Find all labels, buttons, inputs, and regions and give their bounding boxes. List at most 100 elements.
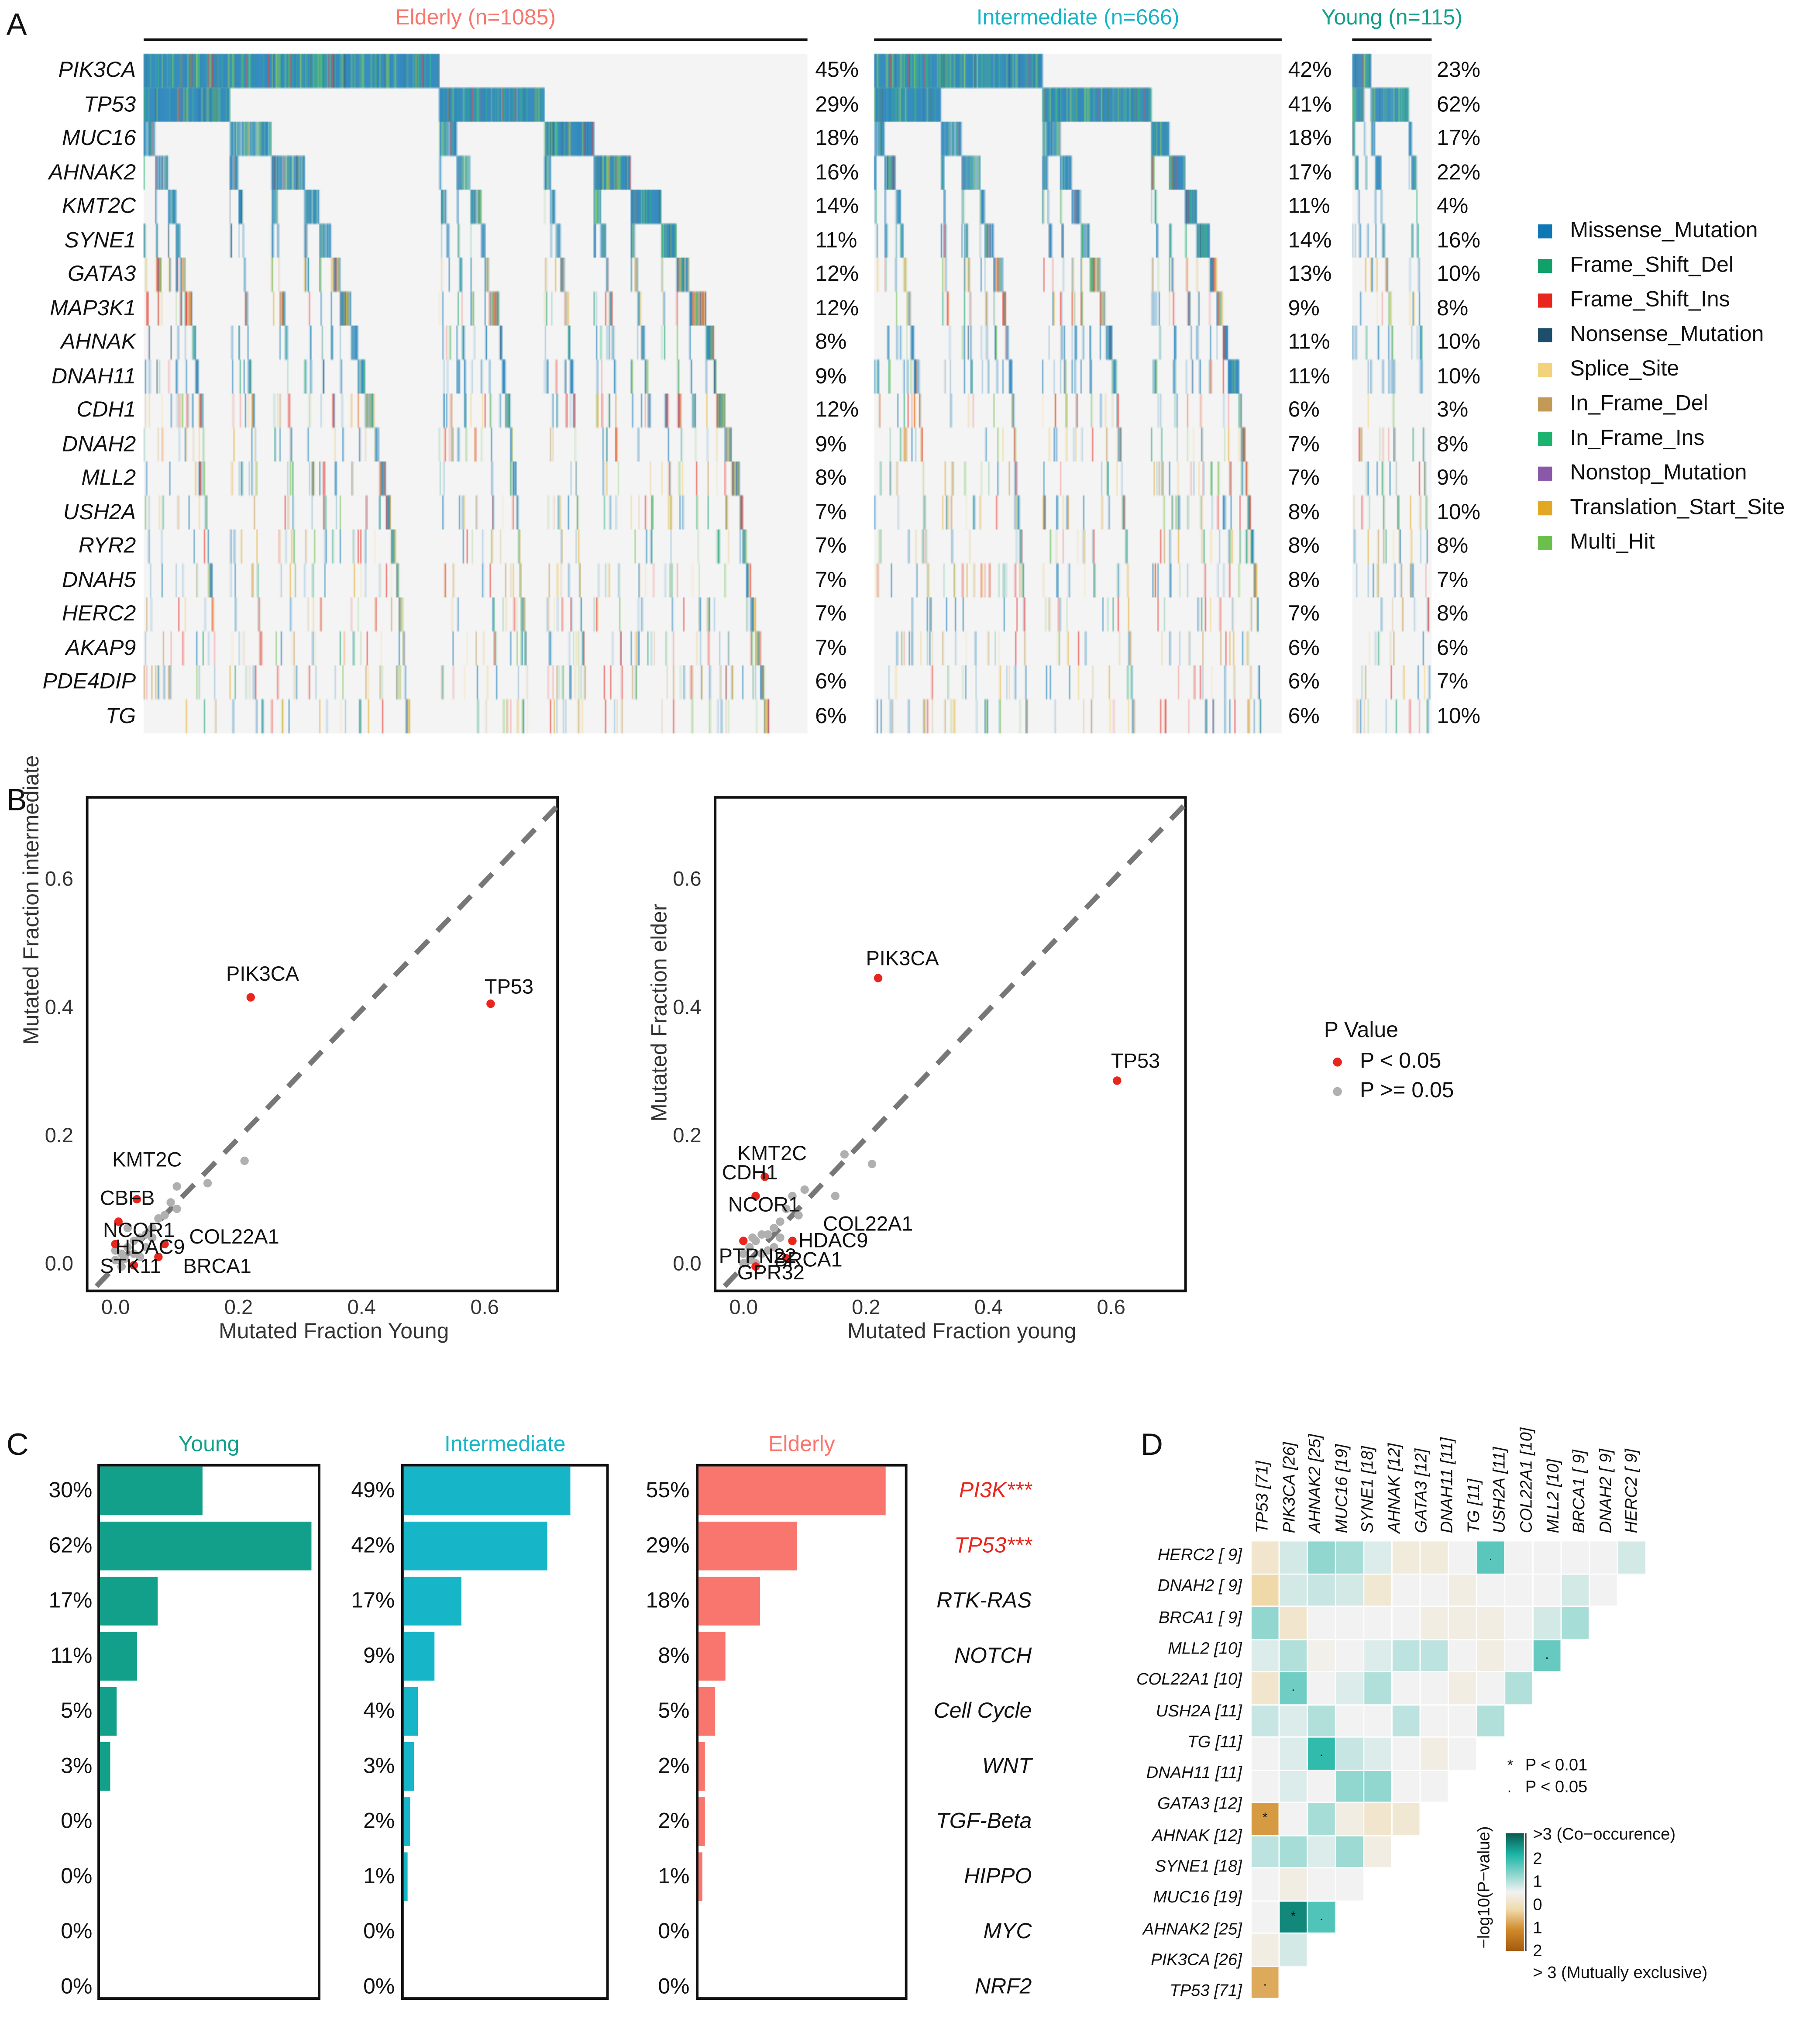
legend-item: Nonsense_Mutation: [1538, 322, 1764, 348]
mutation-percent: 16%: [1437, 227, 1481, 252]
point-nonsignificant: [776, 1217, 784, 1226]
gene-annotation: HDAC9: [115, 1236, 185, 1258]
colorbar-label: 2: [1533, 1940, 1542, 1960]
point-nonsignificant: [142, 1243, 151, 1252]
mutation-percent: 6%: [815, 669, 847, 694]
heatmap-cell: [1307, 1540, 1336, 1574]
bar-percent-label: 0%: [658, 1974, 690, 1999]
gene-annotation: COL22A1: [823, 1214, 913, 1236]
heatmap-cell: [1617, 1540, 1646, 1574]
scatter-frame: [86, 796, 559, 1292]
bar-intermediate: [403, 1521, 547, 1571]
point-nonsignificant: [776, 1233, 784, 1242]
bar-percent-label: 0%: [61, 1864, 93, 1888]
heatmap-cell: [1307, 1671, 1336, 1705]
heatmap-cell: [1476, 1704, 1505, 1737]
gene-annotation: NCOR1: [103, 1220, 175, 1242]
bar-percent-label: 1%: [658, 1864, 690, 1888]
mutation-percent: 12%: [815, 295, 859, 320]
row-label: AHNAK2 [25]: [1142, 1918, 1242, 1938]
heatmap-cell: [1279, 1737, 1307, 1770]
row-label: SYNE1 [18]: [1155, 1856, 1242, 1876]
bar-percent-label: 62%: [48, 1533, 93, 1558]
heatmap-cell: [1420, 1639, 1448, 1672]
x-tick-label: 0.4: [347, 1297, 376, 1320]
legend-item: Nonstop_Mutation: [1538, 460, 1747, 486]
mutation-percent: 7%: [815, 601, 847, 626]
group-header: Intermediate (n=666): [976, 5, 1180, 30]
column-label: PIK3CA [26]: [1278, 1442, 1298, 1533]
point-nonsignificant: [831, 1192, 840, 1200]
bar-percent-label: 0%: [363, 1919, 395, 1943]
legend-label: In_Frame_Ins: [1570, 425, 1705, 450]
heatmap-cell: [1448, 1540, 1477, 1574]
bar-percent-label: 8%: [658, 1643, 690, 1668]
legend-swatch: [1538, 293, 1552, 307]
point-nonsignificant: [123, 1243, 132, 1252]
heatmap-cell: .: [1307, 1737, 1336, 1770]
point-significant-kmt2c: [760, 1172, 769, 1181]
heatmap-cell: [1448, 1671, 1477, 1705]
heatmap-cell: [1363, 1770, 1392, 1802]
bar-panel-title: Elderly: [768, 1432, 835, 1457]
gene-annotation: PIK3CA: [866, 948, 939, 970]
point-significant-stk11: [129, 1261, 138, 1270]
bar-percent-label: 0%: [658, 1919, 690, 1943]
row-label: COL22A1 [10]: [1136, 1669, 1242, 1689]
legend-label: Frame_Shift_Ins: [1570, 287, 1730, 312]
gene-annotation: BRCA1: [183, 1255, 251, 1278]
mutation-percent: 8%: [1288, 567, 1320, 592]
heatmap-cell: [1392, 1639, 1420, 1672]
mutation-percent: 42%: [1288, 58, 1332, 82]
heatmap-cell: [1279, 1606, 1307, 1639]
point-significant-cdh1: [751, 1192, 760, 1200]
bar-percent-label: 29%: [646, 1533, 690, 1558]
x-tick-label: 0.6: [470, 1297, 499, 1320]
column-label: DNAH2 [ 9]: [1595, 1449, 1615, 1533]
point-significant-tp53: [486, 999, 495, 1008]
bar-young: [100, 1687, 117, 1736]
heatmap-cell: [1279, 1835, 1307, 1868]
point-nonsignificant: [782, 1204, 791, 1213]
bar-panel-frame: [696, 1464, 908, 2000]
bar-elderly: [698, 1687, 716, 1736]
row-label: PIK3CA [26]: [1151, 1950, 1242, 1969]
mutation-percent: 8%: [1437, 431, 1469, 456]
bar-percent-label: 2%: [658, 1754, 690, 1778]
y-tick-label: 0.6: [673, 869, 702, 891]
point-nonsignificant: [764, 1246, 772, 1255]
mutation-percent: 9%: [815, 363, 847, 388]
point-significant-cbfb: [132, 1195, 141, 1204]
heatmap-cell: [1251, 1573, 1280, 1606]
heatmap-cell: [1504, 1606, 1533, 1639]
bar-percent-label: 17%: [48, 1588, 93, 1613]
heatmap-cell: [1251, 1933, 1280, 1966]
heatmap-cell: [1420, 1770, 1448, 1802]
bar-panel-frame: [401, 1464, 609, 2000]
mutation-percent: 10%: [1437, 703, 1481, 728]
heatmap-cell: [1335, 1867, 1364, 1901]
bar-percent-label: 42%: [351, 1533, 395, 1558]
bar-percent-label: 0%: [61, 1919, 93, 1943]
group-underline: [874, 38, 1282, 41]
panel-letter-b: B: [6, 783, 27, 818]
bar-elderly: [698, 1577, 760, 1626]
heatmap-cell: [1335, 1802, 1364, 1835]
heatmap-cell: [1279, 1704, 1307, 1737]
x-tick-label: 0.0: [101, 1297, 130, 1320]
y-tick-label: 0.0: [45, 1254, 74, 1276]
diagonal-reference-line: [715, 799, 1187, 1292]
mutation-percent: 8%: [815, 465, 847, 490]
bar-elderly: [698, 1632, 726, 1681]
gene-label: AKAP9: [65, 635, 136, 660]
mutation-percent: 7%: [815, 499, 847, 524]
gene-label: HERC2: [62, 601, 136, 626]
mutation-percent: 10%: [1437, 329, 1481, 354]
heatmap-cell: [1561, 1606, 1589, 1639]
heatmap-cell: [1589, 1573, 1618, 1606]
column-label: GATA3 [12]: [1411, 1448, 1430, 1533]
gene-label: CDH1: [76, 397, 136, 422]
colorbar-label: 2: [1533, 1848, 1542, 1868]
mutation-percent: 14%: [1288, 227, 1332, 252]
